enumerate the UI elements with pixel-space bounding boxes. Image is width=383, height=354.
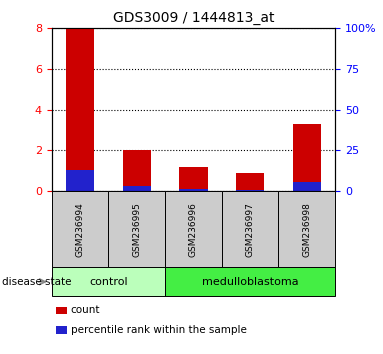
Bar	[66, 28, 94, 191]
Text: medulloblastoma: medulloblastoma	[202, 277, 298, 287]
Text: percentile rank within the sample: percentile rank within the sample	[71, 325, 247, 335]
Title: GDS3009 / 1444813_at: GDS3009 / 1444813_at	[113, 11, 274, 24]
Text: count: count	[71, 306, 100, 315]
Bar	[123, 150, 151, 191]
Text: GSM236996: GSM236996	[189, 202, 198, 257]
Bar	[236, 173, 264, 191]
Bar	[179, 167, 208, 191]
Bar	[293, 182, 321, 191]
Text: GSM236998: GSM236998	[302, 202, 311, 257]
Text: GSM236995: GSM236995	[132, 202, 141, 257]
Text: control: control	[89, 277, 128, 287]
Text: disease state: disease state	[2, 277, 71, 287]
Bar	[123, 186, 151, 191]
Bar	[236, 189, 264, 191]
Bar	[66, 170, 94, 191]
Text: GSM236994: GSM236994	[75, 202, 85, 257]
Text: GSM236997: GSM236997	[246, 202, 255, 257]
Bar	[293, 124, 321, 191]
Bar	[179, 189, 208, 191]
